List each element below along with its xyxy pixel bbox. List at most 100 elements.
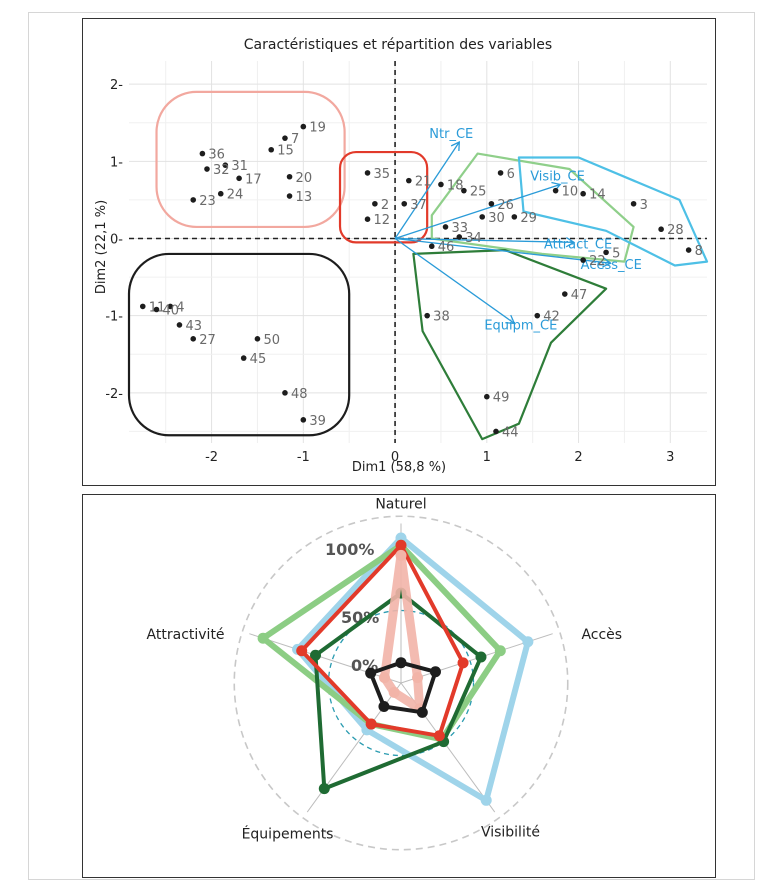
cluster-outline-pink <box>155 90 346 229</box>
x-tick-label: -1 <box>297 450 310 465</box>
radar-series-line <box>380 550 425 714</box>
variable-arrowhead <box>565 236 576 248</box>
x-axis-title: Dim1 (58,8 %) <box>352 460 446 475</box>
y-tick-label: 2- <box>110 78 123 93</box>
point-label: 26 <box>497 198 514 213</box>
point-label: 21 <box>415 175 432 190</box>
point-label: 19 <box>309 121 326 136</box>
radar-series-point <box>395 539 407 551</box>
data-point <box>603 249 609 256</box>
radar-series-point <box>395 657 407 669</box>
x-tick-label: 1 <box>483 450 491 465</box>
point-label: 42 <box>543 310 560 325</box>
radar-series-point <box>433 730 445 742</box>
ring-outer <box>233 515 569 851</box>
data-point <box>236 175 242 182</box>
point-label: 31 <box>231 159 248 174</box>
data-point <box>552 187 559 194</box>
radar-series-point <box>480 794 492 806</box>
radar-series-point <box>296 645 308 657</box>
radar-axis-label: Équipements <box>242 825 334 842</box>
variable-label: Visib_CE <box>530 169 585 184</box>
radar-series-point <box>257 632 269 644</box>
point-label: 44 <box>502 425 519 440</box>
data-point <box>167 303 174 310</box>
x-tick-label: 3 <box>666 450 674 465</box>
y-tick-label: 1- <box>110 155 123 170</box>
point-label: 22 <box>589 254 606 269</box>
data-point <box>401 200 408 207</box>
y-tick-label: -1- <box>105 310 123 325</box>
x-tick-label: 0 <box>391 450 399 465</box>
variable-arrow <box>395 237 574 244</box>
data-point <box>658 226 664 233</box>
data-point <box>438 181 444 188</box>
chart-title: Caractéristiques et répartition des vari… <box>244 37 552 53</box>
variable-arrow <box>394 237 515 324</box>
data-point <box>199 150 206 157</box>
radar-series-point <box>416 706 428 718</box>
data-point <box>406 177 412 184</box>
cluster-outline-lightgreen <box>430 152 635 263</box>
pca-panel: Caractéristiques et répartition des vari… <box>82 18 716 486</box>
radar-series-line <box>313 591 483 791</box>
point-label: 40 <box>163 303 180 318</box>
radar-axis-label: Visibilité <box>481 824 540 840</box>
plot-area <box>129 61 707 443</box>
point-label: 13 <box>296 190 313 205</box>
data-point <box>254 336 261 342</box>
data-point <box>268 146 275 153</box>
cluster-outline-red <box>338 150 429 244</box>
data-point <box>456 234 463 240</box>
radar-axis-label: Attractivité <box>147 627 225 643</box>
radar-series-point <box>365 667 377 679</box>
point-label: 23 <box>199 194 216 209</box>
data-point <box>580 190 586 197</box>
variable-arrowhead <box>602 257 612 268</box>
radar-chart: 100%50%0%NaturelAccèsVisibilitéÉquipemen… <box>147 497 622 851</box>
data-point <box>282 390 288 396</box>
data-point <box>685 247 692 253</box>
radar-series-point <box>522 636 534 648</box>
data-point <box>561 291 568 297</box>
point-label: 28 <box>667 223 684 238</box>
radar-series-point <box>494 645 506 657</box>
x-tick-label: 2 <box>574 450 582 465</box>
radar-series-point <box>395 549 407 561</box>
data-point <box>139 303 146 310</box>
point-label: 17 <box>245 172 262 187</box>
data-point <box>364 216 371 223</box>
data-point <box>286 193 293 199</box>
radar-series-point <box>388 686 400 698</box>
point-label: 7 <box>291 132 299 147</box>
data-point <box>300 123 307 130</box>
radar-series-point <box>475 651 487 663</box>
data-point <box>222 162 229 168</box>
point-label: 49 <box>493 391 510 406</box>
radar-series-point <box>429 666 441 678</box>
point-label: 8 <box>695 244 703 259</box>
cluster-outline-darkgreen <box>412 249 608 441</box>
point-label: 48 <box>291 387 308 402</box>
point-label: 38 <box>433 310 450 325</box>
point-label: 34 <box>465 231 482 246</box>
point-label: 25 <box>470 185 487 200</box>
variable-label: Equipm_CE <box>484 318 557 333</box>
data-point <box>534 312 541 319</box>
point-label: 45 <box>250 352 267 367</box>
point-label: 43 <box>185 319 202 334</box>
radar-panel: 100% 50% 0% Naturel Accès Visibilité Équipemen… <box>82 494 716 878</box>
data-point <box>442 224 449 230</box>
point-label: 50 <box>263 333 280 348</box>
radar-series-point <box>378 672 390 684</box>
data-point <box>282 135 288 141</box>
data-point <box>364 170 371 176</box>
data-point <box>300 417 307 423</box>
ring-label-50: 50% <box>341 608 379 627</box>
variable-arrow <box>394 237 611 264</box>
data-point <box>428 243 435 250</box>
radar-series-line <box>294 535 531 804</box>
point-label: 6 <box>507 167 515 182</box>
data-point <box>479 214 486 220</box>
point-label: 20 <box>296 171 313 186</box>
